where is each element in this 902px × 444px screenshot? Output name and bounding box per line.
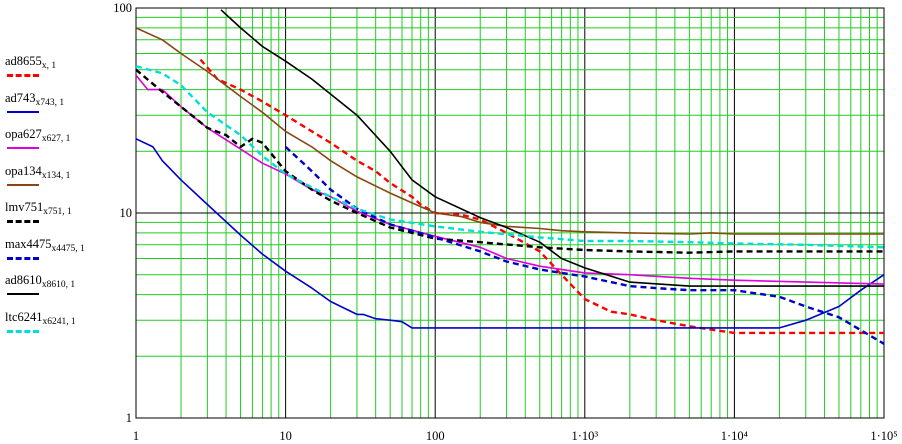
legend-label: ad8610x8610, 1 xyxy=(5,273,75,290)
series-line-ad8655 xyxy=(199,58,884,335)
x-tick-label: 1·10³ xyxy=(571,429,598,443)
x-tick-label: 1 xyxy=(133,429,139,443)
x-tick-label: 1·10⁴ xyxy=(721,429,748,443)
grid xyxy=(135,8,884,419)
x-tick-label: 1·10⁵ xyxy=(870,429,897,443)
legend-series-name: ad8655 xyxy=(5,54,42,68)
series-line-lmv751 xyxy=(135,68,884,254)
legend-entry-opa134: opa134x134, 1 xyxy=(5,164,130,200)
series-line-ad743 xyxy=(135,138,885,329)
legend-swatch xyxy=(7,183,39,186)
legend-entry-opa627: opa627x627, 1 xyxy=(5,127,130,163)
tick-labels: 1 10 100 1·10³ 1·10⁴ 1·10⁵ 100 10 1 xyxy=(113,1,897,443)
legend-entry-ad8610: ad8610x8610, 1 xyxy=(5,273,130,309)
series-line-ad8610 xyxy=(220,9,884,287)
y-tick-label: 100 xyxy=(113,1,132,15)
legend-label: opa134x134, 1 xyxy=(5,164,70,181)
legend-swatch xyxy=(7,256,39,260)
legend-series-name: lmv751 xyxy=(5,200,44,214)
legend-label: max4475x4475, 1 xyxy=(5,237,85,254)
legend-series-subscript: x627, 1 xyxy=(41,134,71,144)
legend-series-name: ad8610 xyxy=(5,273,42,287)
legend-entry-ltc6241: ltc6241x6241, 1 xyxy=(5,310,130,346)
legend-series-subscript: x6241, 1 xyxy=(42,316,76,327)
legend-label: lmv751x751, 1 xyxy=(5,200,72,217)
legend-entry-ad743: ad743x743, 1 xyxy=(5,91,130,127)
series-line-ltc6241 xyxy=(135,65,885,249)
y-tick-label: 10 xyxy=(120,206,133,220)
legend-swatch xyxy=(7,110,39,113)
plot-frame xyxy=(135,7,885,419)
legend-series-name: max4475 xyxy=(5,236,52,251)
legend-label: ad8655x, 1 xyxy=(5,54,56,71)
legend-label: ltc6241x6241, 1 xyxy=(5,310,76,327)
legend-entry-ad8655: ad8655x, 1 xyxy=(5,54,130,90)
legend-series-subscript: x, 1 xyxy=(41,61,57,71)
series-line-opa627 xyxy=(135,74,885,285)
legend-label: ad743x743, 1 xyxy=(5,91,64,108)
legend: ad8655x, 1 ad743x743, 1 opa627x627, 1 opa13… xyxy=(0,0,130,444)
legend-series-subscript: x134, 1 xyxy=(41,170,71,181)
series-line-opa134 xyxy=(135,27,884,235)
legend-series-name: ad743 xyxy=(5,90,36,105)
legend-entry-lmv751: lmv751x751, 1 xyxy=(5,200,130,236)
legend-series-subscript: x4475, 1 xyxy=(51,243,85,254)
legend-swatch xyxy=(7,329,39,333)
legend-series-subscript: x743, 1 xyxy=(35,97,65,108)
legend-label: opa627x627, 1 xyxy=(5,127,70,144)
legend-swatch xyxy=(7,293,39,295)
legend-series-name: opa134 xyxy=(5,163,42,178)
legend-series-name: ltc6241 xyxy=(5,309,43,324)
legend-series-name: opa627 xyxy=(5,127,42,141)
legend-swatch xyxy=(7,147,39,149)
y-tick-label: 1 xyxy=(126,411,132,425)
x-tick-label: 100 xyxy=(426,429,445,443)
legend-swatch xyxy=(7,74,39,77)
legend-entry-max4475: max4475x4475, 1 xyxy=(5,237,130,273)
legend-series-subscript: x751, 1 xyxy=(43,207,72,217)
legend-series-subscript: x8610, 1 xyxy=(41,280,76,290)
legend-swatch xyxy=(7,220,39,223)
series-layer xyxy=(135,9,885,345)
x-tick-label: 10 xyxy=(279,429,292,443)
